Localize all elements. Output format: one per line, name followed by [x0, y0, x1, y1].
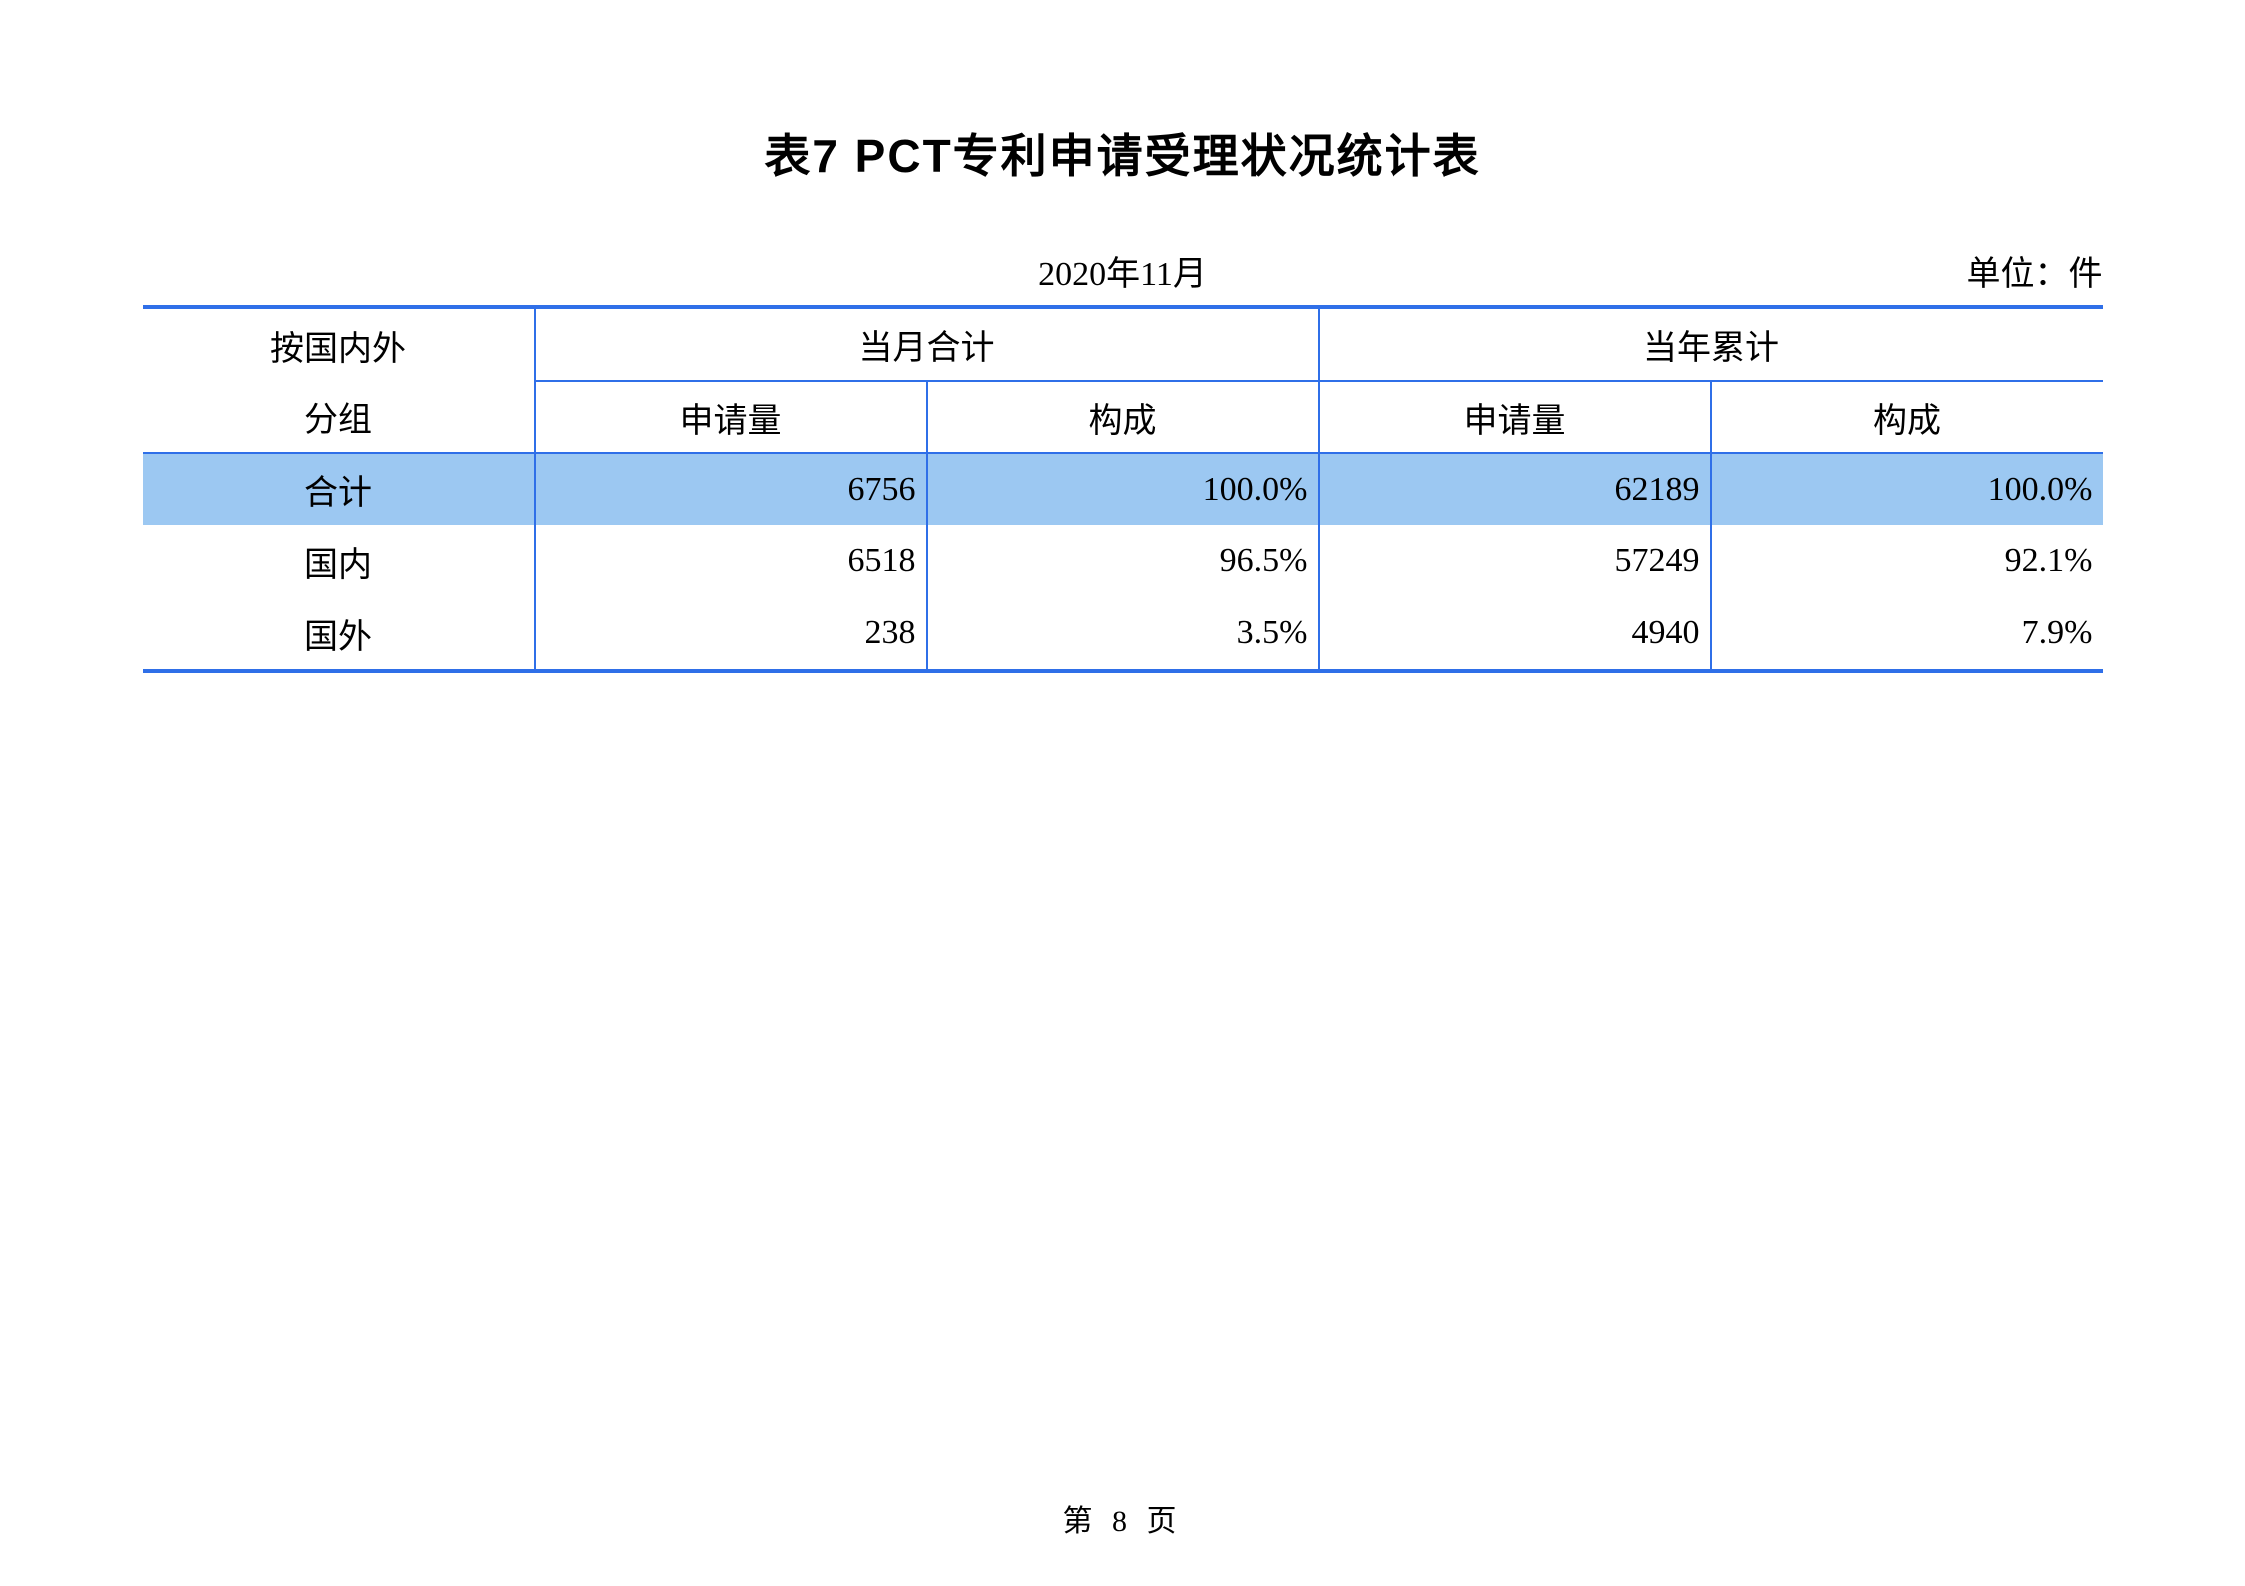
period-label: 2020年11月: [789, 246, 1455, 295]
pct-application-table: 按国内外 当月合计 当年累计 分组 申请量 构成 申请量 构成 合计 6756 …: [143, 309, 2103, 669]
table-title: 表7 PCT专利申请受理状况统计表: [764, 120, 1480, 186]
table-row: 国内 6518 96.5% 57249 92.1%: [143, 525, 2103, 597]
page-number: 第 8 页: [0, 1496, 2245, 1540]
header-col-month-count: 申请量: [535, 381, 927, 453]
row-label: 合计: [143, 453, 535, 525]
table-body: 合计 6756 100.0% 62189 100.0% 国内 6518 96.5…: [143, 453, 2103, 669]
table-wrapper: 按国内外 当月合计 当年累计 分组 申请量 构成 申请量 构成 合计 6756 …: [143, 305, 2103, 673]
row-year-count: 62189: [1319, 453, 1711, 525]
header-col-year-count: 申请量: [1319, 381, 1711, 453]
header-group-key-1: 按国内外: [143, 309, 535, 381]
header-row-1: 按国内外 当月合计 当年累计: [143, 309, 2103, 381]
table-row: 合计 6756 100.0% 62189 100.0%: [143, 453, 2103, 525]
header-col-year-pct: 构成: [1711, 381, 2103, 453]
row-month-pct: 96.5%: [927, 525, 1319, 597]
row-month-pct: 3.5%: [927, 597, 1319, 669]
header-month-total: 当月合计: [535, 309, 1319, 381]
row-month-count: 6518: [535, 525, 927, 597]
table-meta: 2020年11月 单位：件: [143, 246, 2103, 305]
row-month-pct: 100.0%: [927, 453, 1319, 525]
row-label: 国内: [143, 525, 535, 597]
row-year-pct: 7.9%: [1711, 597, 2103, 669]
row-year-count: 57249: [1319, 525, 1711, 597]
row-month-count: 6756: [535, 453, 927, 525]
header-group-key-2: 分组: [143, 381, 535, 453]
row-label: 国外: [143, 597, 535, 669]
page-sheet: 表7 PCT专利申请受理状况统计表 2020年11月 单位：件 按国内外 当月合…: [143, 120, 2103, 673]
table-row: 国外 238 3.5% 4940 7.9%: [143, 597, 2103, 669]
header-col-month-pct: 构成: [927, 381, 1319, 453]
row-month-count: 238: [535, 597, 927, 669]
unit-label: 单位：件: [1456, 246, 2103, 295]
row-year-pct: 92.1%: [1711, 525, 2103, 597]
table-head: 按国内外 当月合计 当年累计 分组 申请量 构成 申请量 构成: [143, 309, 2103, 453]
header-row-2: 分组 申请量 构成 申请量 构成: [143, 381, 2103, 453]
header-year-total: 当年累计: [1319, 309, 2103, 381]
row-year-count: 4940: [1319, 597, 1711, 669]
row-year-pct: 100.0%: [1711, 453, 2103, 525]
